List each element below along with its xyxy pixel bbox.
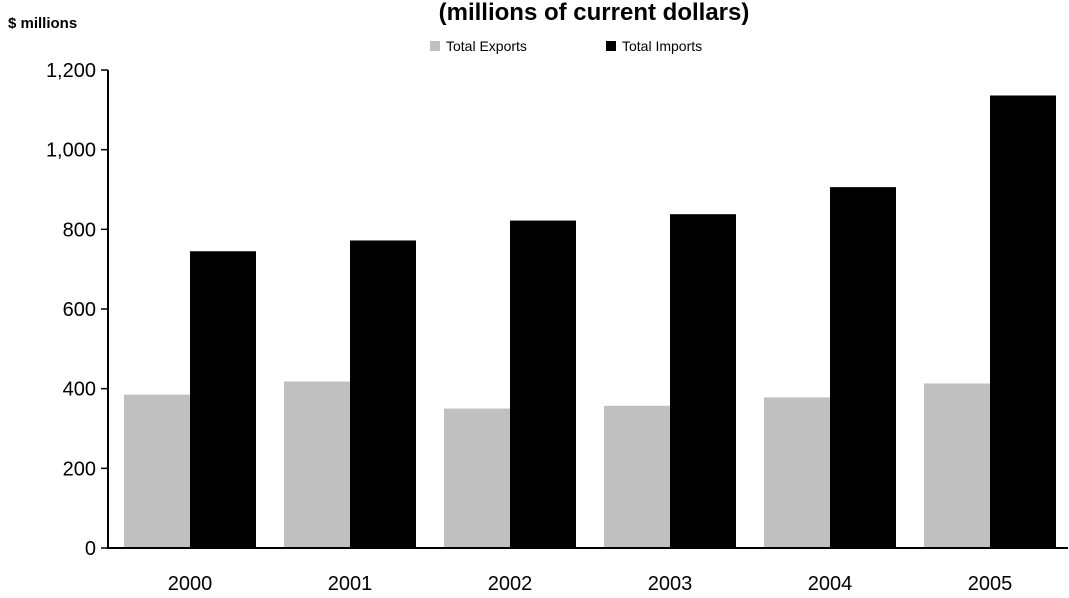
bar-total-exports-2004: [764, 397, 830, 548]
chart-title: (millions of current dollars): [439, 0, 750, 26]
y-tick-label-400: 400: [63, 379, 96, 401]
bar-total-imports-2001: [350, 240, 416, 548]
bar-total-exports-2003: [604, 405, 670, 548]
x-tick-label-2000: 2000: [168, 573, 213, 595]
bar-total-imports-2002: [510, 220, 576, 548]
x-tick-label-2002: 2002: [488, 573, 533, 595]
y-tick-label-1000: 1,000: [46, 140, 96, 162]
bar-total-imports-2005: [990, 95, 1056, 548]
legend-label-exports: Total Exports: [446, 38, 527, 54]
x-tick-label-2003: 2003: [648, 573, 693, 595]
y-axis-ticks: 0 200 400 600 800 1,000 1,200: [46, 60, 108, 560]
bar-total-imports-2000: [190, 251, 256, 548]
bar-total-exports-2001: [284, 381, 350, 548]
bar-total-imports-2003: [670, 214, 736, 549]
legend-swatch-exports: [430, 41, 440, 51]
x-axis-ticks: 2000 2001 2002 2003 2004 2005: [168, 573, 1013, 595]
x-tick-label-2004: 2004: [808, 573, 853, 595]
bar-total-exports-2002: [444, 408, 510, 548]
y-tick-label-200: 200: [63, 458, 96, 480]
legend: Total Exports Total Imports: [430, 38, 702, 54]
y-tick-label-1200: 1,200: [46, 60, 96, 82]
x-tick-label-2001: 2001: [328, 573, 373, 595]
bar-total-exports-2000: [124, 394, 190, 548]
bar-total-imports-2004: [830, 187, 896, 549]
y-axis-unit-label: $ millions: [8, 15, 77, 32]
legend-swatch-imports: [606, 41, 616, 51]
y-tick-label-800: 800: [63, 219, 96, 241]
y-tick-label-0: 0: [85, 538, 96, 560]
legend-label-imports: Total Imports: [622, 38, 702, 54]
y-tick-label-600: 600: [63, 299, 96, 321]
bars-group: [124, 95, 1056, 549]
x-tick-label-2005: 2005: [968, 573, 1013, 595]
bar-total-exports-2005: [924, 383, 990, 548]
